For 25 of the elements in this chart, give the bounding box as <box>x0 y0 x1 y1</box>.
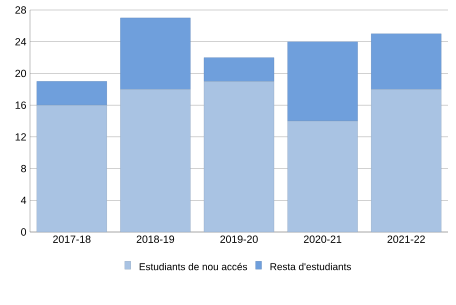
bar <box>287 42 358 122</box>
bar <box>204 81 274 232</box>
bar <box>371 89 442 232</box>
bar <box>287 120 358 232</box>
y-tick-label: 4 <box>20 196 26 204</box>
bar <box>120 18 191 90</box>
y-tick-label: 8 <box>21 164 26 172</box>
legend-label: Resta d'estudiants <box>270 262 351 270</box>
x-tick-label: 2018-19 <box>136 236 174 243</box>
y-tick-label: 12 <box>16 133 26 141</box>
legend-label: Estudiants de nou accés <box>140 262 248 270</box>
bar <box>371 34 442 90</box>
y-tick-label: 0 <box>21 228 26 236</box>
x-tick-label: 2017-18 <box>53 236 91 243</box>
y-tick-label: 20 <box>15 70 26 78</box>
x-tick-label: 2020-21 <box>304 236 342 243</box>
bar <box>36 81 107 106</box>
bar <box>204 57 274 82</box>
y-tick-label: 28 <box>15 6 26 14</box>
y-tick-label: 16 <box>16 101 26 109</box>
bar <box>120 89 191 232</box>
y-tick-label: 24 <box>15 38 26 46</box>
x-tick-label: 2021-22 <box>388 236 425 243</box>
x-tick-label: 2019-20 <box>220 236 258 243</box>
bar <box>36 104 107 232</box>
